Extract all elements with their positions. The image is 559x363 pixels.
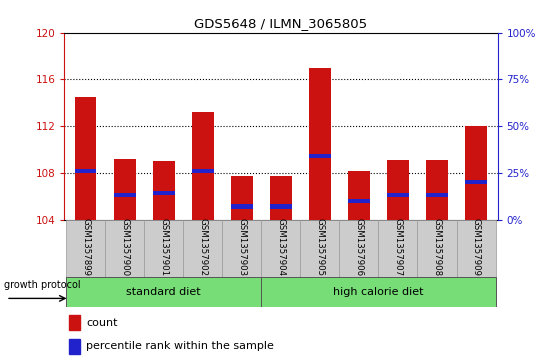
Bar — [69, 339, 80, 354]
Bar — [270, 204, 292, 209]
Bar — [427, 160, 448, 220]
Bar — [465, 126, 487, 220]
Text: GSM1357909: GSM1357909 — [472, 219, 481, 277]
Bar — [300, 220, 339, 278]
Bar — [465, 180, 487, 184]
Bar — [418, 220, 457, 278]
Bar — [66, 277, 262, 307]
Bar — [153, 161, 174, 220]
Text: GSM1357906: GSM1357906 — [354, 219, 363, 277]
Text: GSM1357900: GSM1357900 — [120, 219, 129, 277]
Bar — [378, 220, 418, 278]
Text: count: count — [87, 318, 118, 327]
Text: GSM1357904: GSM1357904 — [276, 219, 286, 277]
Bar — [75, 97, 97, 220]
Bar — [66, 220, 105, 278]
Bar — [114, 193, 135, 197]
Text: high calorie diet: high calorie diet — [333, 287, 424, 297]
Bar — [153, 191, 174, 196]
Bar — [339, 220, 378, 278]
Bar — [348, 199, 369, 203]
Bar — [270, 176, 292, 220]
Bar — [144, 220, 183, 278]
Text: GSM1357905: GSM1357905 — [315, 219, 324, 277]
Text: GSM1357901: GSM1357901 — [159, 219, 168, 277]
Text: percentile rank within the sample: percentile rank within the sample — [87, 341, 274, 351]
Bar — [348, 171, 369, 220]
Bar — [192, 112, 214, 220]
Bar — [222, 220, 262, 278]
Bar — [387, 193, 409, 197]
Title: GDS5648 / ILMN_3065805: GDS5648 / ILMN_3065805 — [195, 17, 367, 30]
Text: GSM1357908: GSM1357908 — [433, 219, 442, 277]
Text: GSM1357907: GSM1357907 — [394, 219, 402, 277]
Bar — [105, 220, 144, 278]
Bar — [75, 169, 97, 173]
Text: standard diet: standard diet — [126, 287, 201, 297]
Bar — [262, 220, 300, 278]
Bar — [457, 220, 496, 278]
Text: GSM1357903: GSM1357903 — [238, 219, 247, 277]
Bar — [231, 204, 253, 209]
Bar — [114, 159, 135, 220]
Bar — [183, 220, 222, 278]
Text: GSM1357902: GSM1357902 — [198, 219, 207, 277]
Bar — [309, 154, 331, 158]
Text: GSM1357899: GSM1357899 — [81, 219, 90, 277]
Bar — [309, 68, 331, 220]
Bar — [427, 193, 448, 197]
Bar — [262, 277, 496, 307]
Bar — [231, 176, 253, 220]
Bar — [387, 160, 409, 220]
Text: growth protocol: growth protocol — [4, 280, 80, 290]
Bar — [192, 169, 214, 173]
Bar — [69, 315, 80, 330]
